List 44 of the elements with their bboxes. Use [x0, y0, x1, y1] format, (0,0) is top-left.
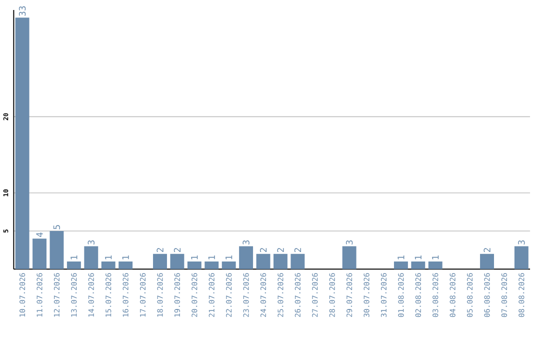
data-label: 2: [260, 248, 267, 252]
bar: [118, 262, 133, 270]
data-label: 3: [88, 240, 95, 245]
bar: [170, 254, 184, 270]
data-label: 1: [414, 256, 422, 260]
bar: [32, 238, 46, 270]
bar: [274, 254, 288, 270]
data-label: 2: [174, 248, 181, 252]
bar: [290, 254, 305, 270]
data-label: 2: [294, 248, 302, 252]
data-label: 2: [277, 248, 284, 252]
bar: [222, 262, 236, 270]
data-label: 1: [70, 256, 78, 260]
data-label: 1: [191, 256, 198, 260]
bar: [15, 18, 30, 270]
data-label: 5: [53, 225, 60, 230]
bar: [239, 246, 254, 270]
data-label: 1: [226, 256, 232, 260]
bar: [50, 231, 64, 270]
data-label: 33: [18, 6, 26, 16]
bar: [84, 246, 98, 270]
data-label: 1: [122, 256, 129, 260]
bar: [411, 262, 426, 270]
bar: [394, 262, 408, 270]
data-label: 1: [105, 256, 112, 260]
data-label: 1: [208, 256, 215, 260]
data-label: 3: [518, 240, 525, 245]
bar: [514, 246, 528, 270]
bar: [428, 262, 442, 270]
bar: [480, 254, 494, 270]
bar: [187, 262, 202, 270]
data-label: 2: [156, 248, 164, 252]
bar: [101, 262, 116, 270]
data-label: 3: [346, 240, 353, 245]
data-label: 2: [484, 248, 490, 252]
bar: [256, 254, 270, 270]
bar: [153, 254, 167, 270]
data-label: 1: [432, 256, 439, 260]
bar: [342, 246, 356, 270]
bar: [204, 262, 219, 270]
bar: [66, 262, 81, 270]
data-label: 3: [242, 240, 250, 245]
data-label: 1: [398, 256, 404, 260]
data-label: 4: [36, 232, 43, 238]
